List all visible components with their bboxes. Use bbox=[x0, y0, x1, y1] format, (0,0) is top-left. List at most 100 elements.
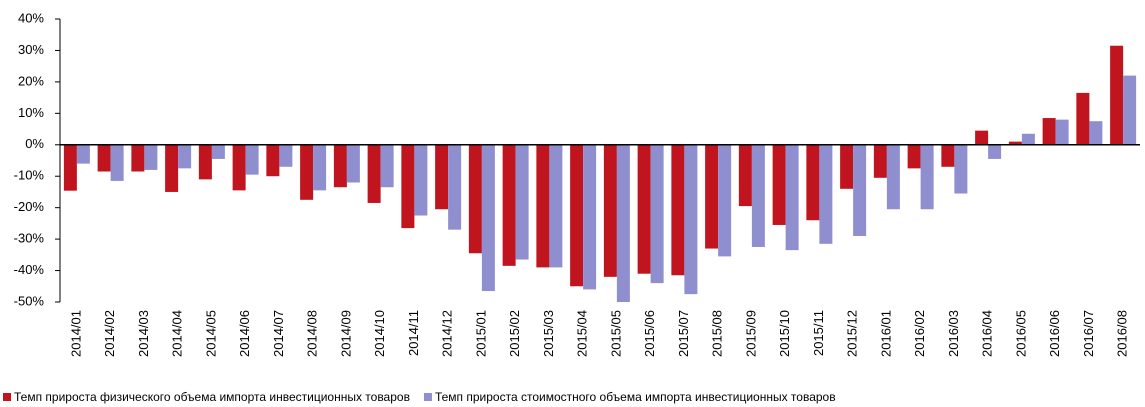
bar bbox=[1021, 133, 1035, 145]
bar bbox=[481, 144, 495, 291]
x-tick-label: 2016/07 bbox=[1081, 310, 1096, 357]
bar bbox=[333, 144, 347, 188]
bar bbox=[401, 144, 415, 229]
x-tick-label: 2016/01 bbox=[878, 310, 893, 357]
bar bbox=[616, 144, 630, 302]
x-tick-label: 2015/12 bbox=[845, 310, 860, 357]
bar bbox=[570, 144, 584, 287]
bar bbox=[920, 144, 934, 210]
x-tick-label: 2014/05 bbox=[203, 310, 218, 357]
bar bbox=[313, 144, 327, 191]
bar bbox=[1089, 121, 1103, 145]
bar bbox=[232, 144, 246, 191]
bar bbox=[245, 144, 259, 175]
bar bbox=[751, 144, 765, 247]
y-tick-label: 30% bbox=[18, 42, 44, 57]
bar bbox=[165, 144, 179, 192]
bar bbox=[63, 144, 77, 191]
x-tick-label: 2014/01 bbox=[68, 310, 83, 357]
bar bbox=[988, 144, 1002, 159]
bar bbox=[110, 144, 124, 181]
y-tick-label: -40% bbox=[14, 262, 45, 277]
y-tick-label: 0% bbox=[25, 136, 44, 151]
bar bbox=[975, 130, 989, 145]
x-tick-label: 2015/03 bbox=[541, 310, 556, 357]
x-tick-label: 2015/10 bbox=[777, 310, 792, 357]
x-tick-label: 2014/07 bbox=[271, 310, 286, 357]
y-tick-label: -30% bbox=[14, 231, 45, 246]
bar bbox=[806, 144, 820, 221]
bar bbox=[468, 144, 482, 254]
bar bbox=[144, 144, 158, 170]
legend-marker bbox=[423, 393, 432, 401]
x-tick-label: 2015/09 bbox=[743, 310, 758, 357]
bar bbox=[819, 144, 833, 244]
bar bbox=[738, 144, 752, 207]
bar bbox=[637, 144, 651, 274]
x-tick-label: 2015/01 bbox=[473, 310, 488, 357]
x-tick-label: 2015/07 bbox=[676, 310, 691, 357]
bar bbox=[346, 144, 360, 183]
x-tick-label: 2016/02 bbox=[912, 310, 927, 357]
bar bbox=[671, 144, 685, 276]
bar bbox=[279, 144, 293, 167]
bar bbox=[131, 144, 145, 172]
bar bbox=[684, 144, 698, 295]
bar bbox=[1076, 92, 1090, 145]
x-tick-label: 2014/04 bbox=[170, 310, 185, 357]
bar bbox=[907, 144, 921, 169]
bar bbox=[603, 144, 617, 277]
legend-marker bbox=[3, 393, 11, 401]
bar bbox=[515, 144, 529, 260]
x-tick-label: 2015/05 bbox=[608, 310, 623, 357]
x-tick-label: 2015/11 bbox=[811, 310, 826, 356]
x-tick-label: 2015/04 bbox=[575, 310, 590, 357]
bar bbox=[1042, 118, 1056, 145]
bar bbox=[1110, 45, 1124, 145]
bar bbox=[840, 144, 854, 189]
y-tick-label: -50% bbox=[14, 293, 45, 308]
x-tick-label: 2016/04 bbox=[980, 310, 995, 357]
bar bbox=[1008, 141, 1022, 145]
x-tick-label: 2015/06 bbox=[642, 310, 657, 357]
x-tick-label: 2014/12 bbox=[440, 310, 455, 357]
bar bbox=[178, 144, 192, 169]
y-tick-label: -10% bbox=[14, 168, 45, 183]
bar bbox=[502, 144, 516, 266]
y-tick-label: 40% bbox=[18, 10, 44, 25]
x-tick-label: 2014/10 bbox=[372, 310, 387, 357]
bar bbox=[76, 144, 90, 164]
x-tick-label: 2014/08 bbox=[305, 310, 320, 357]
bar bbox=[650, 144, 664, 284]
x-tick-label: 2016/08 bbox=[1115, 310, 1130, 357]
bar bbox=[266, 144, 280, 177]
bar bbox=[873, 144, 887, 178]
bar bbox=[705, 144, 719, 249]
bar bbox=[97, 144, 111, 172]
x-tick-label: 2014/09 bbox=[338, 310, 353, 357]
x-tick-label: 2014/03 bbox=[136, 310, 151, 357]
y-tick-label: 20% bbox=[18, 73, 44, 88]
x-tick-label: 2016/06 bbox=[1047, 310, 1062, 357]
bar bbox=[718, 144, 732, 257]
x-tick-label: 2014/06 bbox=[237, 310, 252, 357]
bar bbox=[300, 144, 314, 200]
legend-label: Темп прироста стоимостного объема импорт… bbox=[435, 390, 836, 404]
bar bbox=[772, 144, 786, 225]
bar bbox=[1055, 119, 1069, 145]
x-tick-label: 2014/02 bbox=[102, 310, 117, 357]
bar bbox=[954, 144, 968, 194]
bar bbox=[198, 144, 212, 180]
bar bbox=[448, 144, 462, 230]
bar bbox=[211, 144, 225, 159]
bar bbox=[435, 144, 449, 210]
bar bbox=[380, 144, 394, 188]
y-tick-label: -20% bbox=[14, 199, 45, 214]
bar bbox=[414, 144, 428, 216]
bar bbox=[549, 144, 563, 268]
x-tick-label: 2015/02 bbox=[507, 310, 522, 357]
bar bbox=[536, 144, 550, 268]
legend-label: Темп прироста физического объема импорта… bbox=[14, 390, 410, 404]
bar bbox=[1123, 75, 1137, 145]
x-tick-label: 2015/08 bbox=[710, 310, 725, 357]
